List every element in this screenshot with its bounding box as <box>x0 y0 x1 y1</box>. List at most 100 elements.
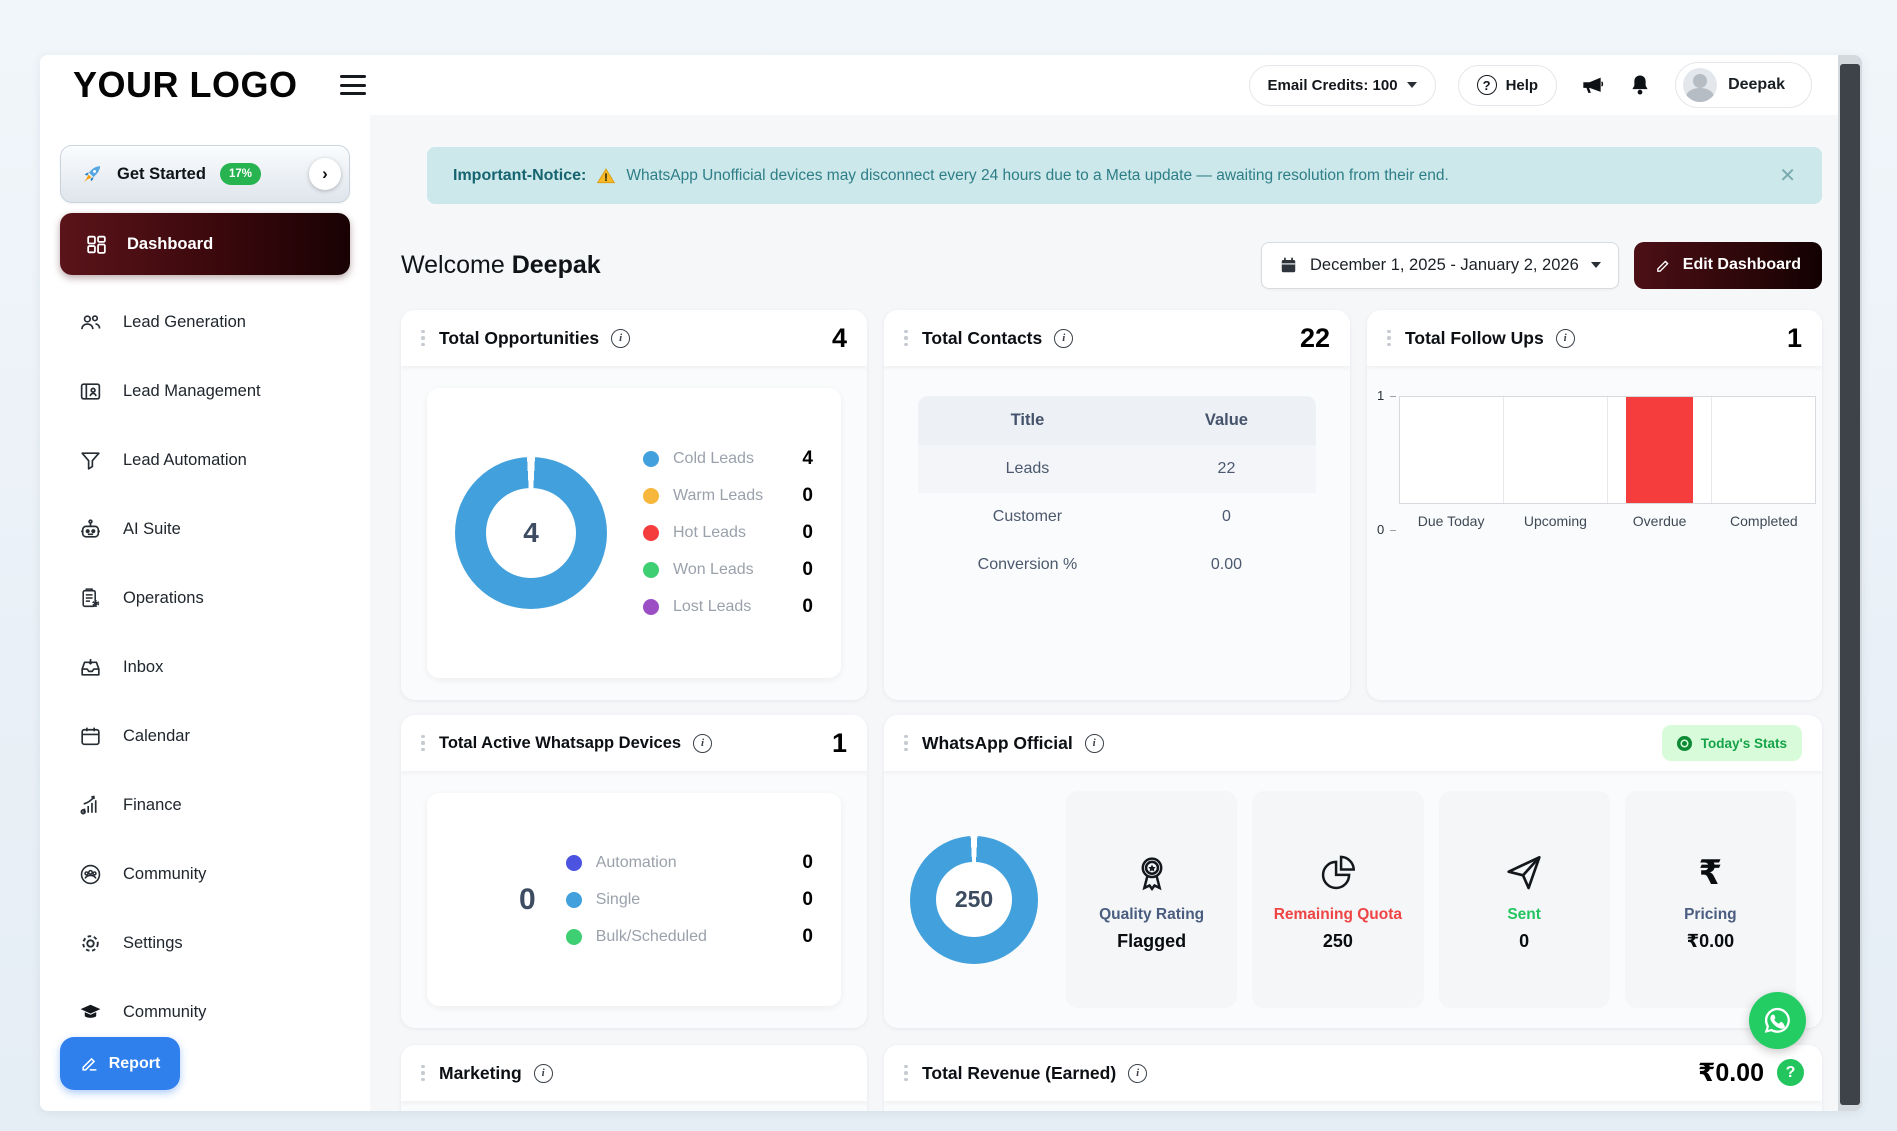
drag-handle-icon[interactable] <box>904 330 910 347</box>
legend-label: Warm Leads <box>673 487 788 505</box>
legend-dot <box>643 599 659 615</box>
stat-label: Quality Rating <box>1099 906 1204 924</box>
calendar-icon <box>78 724 103 749</box>
card-total-value: 1 <box>832 728 847 759</box>
legend-item: Bulk/Scheduled 0 <box>566 926 813 948</box>
info-icon[interactable]: i <box>611 329 630 348</box>
sidebar-item-lead-automation[interactable]: Lead Automation <box>60 435 350 485</box>
card-active-whatsapp-devices: Total Active Whatsapp Devices i 1 0 Auto… <box>401 715 867 1028</box>
announcements-megaphone-icon[interactable] <box>1579 72 1605 98</box>
drag-handle-icon[interactable] <box>1387 330 1393 347</box>
x-axis-label: Completed <box>1712 513 1816 529</box>
legend-value: 4 <box>802 448 813 470</box>
stat-tile-quality-rating: Quality Rating Flagged <box>1066 791 1237 1008</box>
edit-dashboard-label: Edit Dashboard <box>1683 256 1801 274</box>
topbar-actions: Email Credits: 100 ? Help Deepak <box>1249 62 1813 108</box>
chart-column <box>1712 397 1815 503</box>
table-row: Leads 22 <box>918 445 1316 493</box>
stat-label: Remaining Quota <box>1274 906 1402 924</box>
donut-center-value: 250 <box>955 886 993 913</box>
card-title: Total Opportunities <box>439 328 599 349</box>
sidebar-item-finance[interactable]: Finance <box>60 780 350 830</box>
card-title: Total Contacts <box>922 328 1042 349</box>
sidebar-item-lead-generation[interactable]: Lead Generation <box>60 297 350 347</box>
drag-handle-icon[interactable] <box>421 735 427 752</box>
help-label: Help <box>1506 77 1539 94</box>
user-menu[interactable]: Deepak <box>1675 62 1812 108</box>
chevron-right-icon[interactable]: › <box>309 158 341 190</box>
user-name: Deepak <box>1728 76 1785 94</box>
table-row: Customer 0 <box>918 493 1316 541</box>
legend-value: 0 <box>802 485 813 507</box>
legend-label: Lost Leads <box>673 598 788 616</box>
stat-value: 0 <box>1519 931 1529 952</box>
card-title: WhatsApp Official <box>922 733 1073 754</box>
drag-handle-icon[interactable] <box>904 735 910 752</box>
drag-handle-icon[interactable] <box>421 1065 427 1082</box>
table-cell: Leads <box>918 445 1137 493</box>
scrollbar-thumb[interactable] <box>1840 64 1860 1105</box>
table-header: Value <box>1137 396 1316 445</box>
chart-column <box>1400 397 1504 503</box>
edit-dashboard-button[interactable]: Edit Dashboard <box>1634 242 1822 289</box>
legend-dot <box>566 892 582 908</box>
sidebar-item-lead-management[interactable]: Lead Management <box>60 366 350 416</box>
email-credits-dropdown[interactable]: Email Credits: 100 <box>1249 65 1436 106</box>
sidebar-item-dashboard[interactable]: Dashboard <box>60 213 350 275</box>
stat-tile-remaining-quota: Remaining Quota 250 <box>1252 791 1423 1008</box>
notifications-bell-icon[interactable] <box>1627 72 1653 98</box>
status-dot-icon <box>1677 736 1692 751</box>
whatsapp-float-button[interactable] <box>1749 992 1806 1049</box>
sidebar-item-label: Finance <box>123 796 182 815</box>
sidebar-item-label: Settings <box>123 934 183 953</box>
info-icon[interactable]: i <box>1128 1064 1147 1083</box>
legend-item: Cold Leads 4 <box>643 448 813 470</box>
top-bar: YOUR LOGO Email Credits: 100 ? Help Deep… <box>40 55 1838 115</box>
drag-handle-icon[interactable] <box>421 330 427 347</box>
inbox-tray-icon <box>78 655 103 680</box>
date-range-picker[interactable]: December 1, 2025 - January 2, 2026 <box>1261 242 1619 289</box>
sidebar-item-label: Community <box>123 865 206 884</box>
pencil-icon <box>1655 257 1672 274</box>
page-background: YOUR LOGO Email Credits: 100 ? Help Deep… <box>0 0 1897 1131</box>
help-button[interactable]: ? Help <box>1458 65 1558 106</box>
stat-tile-sent: Sent 0 <box>1439 791 1610 1008</box>
legend-value: 0 <box>802 559 813 581</box>
card-marketing: Marketing i <box>401 1045 867 1111</box>
legend-item: Warm Leads 0 <box>643 485 813 507</box>
info-icon[interactable]: i <box>693 734 712 753</box>
sidebar-item-settings[interactable]: Settings <box>60 918 350 968</box>
sidebar-item-operations[interactable]: Operations <box>60 573 350 623</box>
question-circle-icon: ? <box>1477 75 1497 95</box>
drag-handle-icon[interactable] <box>904 1065 910 1082</box>
report-button[interactable]: Report <box>60 1037 180 1090</box>
legend-label: Won Leads <box>673 561 788 579</box>
get-started-button[interactable]: Get Started 17% › <box>60 145 350 203</box>
sidebar-item-calendar[interactable]: Calendar <box>60 711 350 761</box>
close-icon[interactable]: ✕ <box>1779 163 1796 188</box>
y-axis-tick: 1 <box>1377 388 1384 403</box>
info-icon[interactable]: i <box>534 1064 553 1083</box>
notice-banner: Important-Notice: WhatsApp Unofficial de… <box>427 147 1822 204</box>
date-range-value: December 1, 2025 - January 2, 2026 <box>1310 256 1579 275</box>
table-row: Conversion % 0.00 <box>918 541 1316 589</box>
sidebar-item-inbox[interactable]: Inbox <box>60 642 350 692</box>
help-float-button[interactable]: ? <box>1775 1057 1806 1088</box>
donut-center-value: 4 <box>523 517 539 549</box>
sidebar-item-community-academy[interactable]: Community <box>60 987 350 1037</box>
hamburger-menu-icon[interactable] <box>340 75 366 95</box>
info-icon[interactable]: i <box>1054 329 1073 348</box>
legend-dot <box>643 525 659 541</box>
info-icon[interactable]: i <box>1556 329 1575 348</box>
sidebar-item-ai-suite[interactable]: AI Suite <box>60 504 350 554</box>
todays-stats-badge: Today's Stats <box>1662 725 1802 761</box>
notice-label: Important-Notice: <box>453 167 586 185</box>
stat-value: Flagged <box>1117 931 1186 952</box>
warning-icon <box>596 166 616 186</box>
legend-item: Hot Leads 0 <box>643 522 813 544</box>
sidebar-item-label: Dashboard <box>127 235 213 254</box>
avatar <box>1683 68 1717 102</box>
sidebar-item-community[interactable]: Community <box>60 849 350 899</box>
legend-label: Hot Leads <box>673 524 788 542</box>
info-icon[interactable]: i <box>1085 734 1104 753</box>
